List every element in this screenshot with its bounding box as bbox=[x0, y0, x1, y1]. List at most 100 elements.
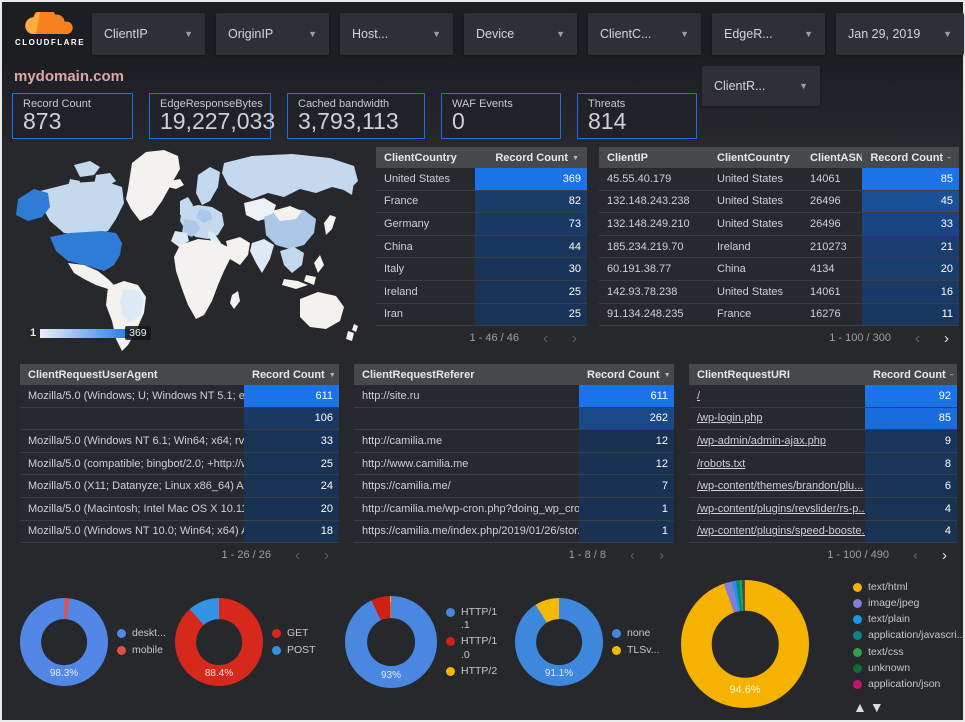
table-row: 60.191.38.77 China 4134 20 bbox=[599, 258, 959, 281]
table-row: http://www.camilia.me 12 bbox=[354, 452, 674, 476]
filter-clientip[interactable]: ClientIP ▼ bbox=[92, 13, 205, 55]
record-count-bar: 12 bbox=[579, 452, 674, 475]
table-row: Mozilla/5.0 (Windows; U; Windows NT 5.1;… bbox=[20, 385, 339, 408]
legend-dot-icon bbox=[612, 645, 621, 655]
filter-device[interactable]: Device ▼ bbox=[464, 13, 577, 55]
table-cell: United States bbox=[384, 172, 451, 185]
donut-content-type[interactable]: 94.6% bbox=[681, 580, 809, 709]
legend-label: HTTP/2 bbox=[461, 664, 498, 677]
filter-edger[interactable]: EdgeR... ▼ bbox=[712, 13, 825, 55]
uri-link[interactable]: /wp-content/themes/brandon/plu... bbox=[697, 480, 864, 493]
table-cell: 14061 bbox=[810, 285, 841, 298]
filter-clientc[interactable]: ClientC... ▼ bbox=[588, 13, 701, 55]
column-header[interactable]: ClientRequestUserAgent bbox=[28, 368, 158, 381]
donut-hole bbox=[711, 611, 779, 678]
legend-item: POST bbox=[272, 644, 324, 657]
table-cell: Mozilla/5.0 (Macintosh; Intel Mac OS X 1… bbox=[28, 502, 244, 515]
uri-link[interactable]: /wp-admin/admin-ajax.php bbox=[697, 434, 827, 447]
table-row: / 92 bbox=[689, 385, 957, 408]
table-cell: http://www.camilia.me bbox=[362, 457, 469, 470]
legend-item: text/html bbox=[853, 581, 965, 594]
table-cell[interactable]: /wp-admin/admin-ajax.php bbox=[689, 430, 865, 452]
uri-link[interactable]: /wp-content/plugins/speed-booste... bbox=[697, 525, 865, 538]
donut-chart-device-type: 98.3% deskt... mobile bbox=[14, 592, 175, 692]
filter-host[interactable]: Host... ▼ bbox=[340, 13, 453, 55]
column-header[interactable]: ClientCountry bbox=[717, 151, 790, 164]
sort-indicator-icon: ▼ bbox=[663, 371, 671, 379]
column-header-label: Record Count bbox=[873, 368, 946, 381]
column-header[interactable]: ClientIP bbox=[607, 151, 648, 164]
column-header[interactable]: ClientCountry bbox=[384, 151, 457, 164]
sort-indicator-icon: – bbox=[949, 371, 954, 379]
legend-label: mobile bbox=[132, 643, 163, 656]
table-request-uri: ClientRequestURI Record Count – / 92/wp-logi… bbox=[689, 364, 957, 567]
legend-label: unknown bbox=[868, 661, 911, 674]
filter-clientrequest[interactable]: ClientR... ▼ bbox=[702, 66, 820, 106]
column-header[interactable]: ClientRequestReferer bbox=[362, 368, 475, 381]
filter-label: Device bbox=[476, 27, 515, 41]
scorecard-value: 814 bbox=[588, 108, 627, 134]
donut-legend: GET POST bbox=[272, 624, 324, 659]
table-cell[interactable]: /robots.txt bbox=[689, 453, 865, 475]
donut-tls-version[interactable]: 91.1% bbox=[515, 598, 603, 686]
table-row: /wp-content/plugins/revslider/rs-p... 4 bbox=[689, 497, 957, 521]
column-header[interactable]: Record Count ▼ bbox=[244, 369, 339, 381]
table-row: 45.55.40.179 United States 14061 85 bbox=[599, 168, 959, 191]
table-row: Mozilla/5.0 (Windows NT 10.0; Win64; x64… bbox=[20, 520, 339, 544]
record-count-bar: 24 bbox=[244, 475, 339, 497]
table-row: United States 369 bbox=[376, 168, 587, 191]
uri-link[interactable]: /robots.txt bbox=[697, 457, 746, 470]
table-cell[interactable]: /wp-content/plugins/speed-booste... bbox=[689, 521, 865, 543]
column-header[interactable]: Record Count ▼ bbox=[579, 369, 674, 381]
table-cell[interactable]: / bbox=[689, 385, 865, 407]
column-header[interactable]: ClientRequestURI bbox=[697, 368, 790, 381]
legend-label: deskt... bbox=[132, 627, 166, 640]
scorecard-label: Cached bandwidth bbox=[298, 98, 390, 110]
legend-pager[interactable]: ▲▼ bbox=[853, 698, 887, 715]
scorecard-value: 3,793,113 bbox=[298, 108, 399, 134]
record-count-bar: 8 bbox=[865, 452, 957, 475]
legend-dot-icon bbox=[272, 645, 281, 655]
table-user-agent: ClientRequestUserAgent Record Count ▼ Mozil… bbox=[20, 364, 339, 567]
table-row: Italy 30 bbox=[376, 258, 587, 281]
geo-map[interactable]: 1 369 bbox=[12, 147, 372, 352]
next-page-icon[interactable]: › bbox=[944, 329, 949, 347]
donut-hole bbox=[196, 619, 242, 665]
date-range-filter[interactable]: Jan 29, 2019 ▼ bbox=[836, 13, 964, 55]
record-count-bar: 21 bbox=[862, 235, 959, 258]
uri-link[interactable]: /wp-content/plugins/revslider/rs-p... bbox=[697, 502, 865, 515]
table-row: Ireland 25 bbox=[376, 280, 587, 304]
scorecard-label: EdgeResponseBytes bbox=[160, 98, 263, 110]
column-header[interactable]: Record Count – bbox=[862, 152, 959, 164]
filter-originip[interactable]: OriginIP ▼ bbox=[216, 13, 329, 55]
donut-device-type[interactable]: 98.3% bbox=[14, 592, 114, 692]
uri-link[interactable]: / bbox=[697, 389, 701, 402]
donut-chart-http-protocol: 93% HTTP/1.1 HTTP/1.0 HTTP/2 bbox=[345, 596, 498, 688]
table-header: ClientRequestUserAgent Record Count ▼ bbox=[20, 364, 339, 385]
table-cell[interactable]: /wp-login.php bbox=[689, 408, 865, 430]
table-cell[interactable]: /wp-content/themes/brandon/plu... bbox=[689, 475, 865, 497]
world-map bbox=[16, 150, 358, 351]
next-page-icon[interactable]: › bbox=[942, 546, 947, 564]
donut-http-protocol[interactable]: 93% bbox=[345, 596, 437, 688]
column-header[interactable]: Record Count ▼ bbox=[475, 152, 587, 164]
scorecard-value: 873 bbox=[23, 108, 62, 134]
table-row: Mozilla/5.0 (compatible; bingbot/2.0; +h… bbox=[20, 452, 339, 476]
scorecard-cached-bandwidth: Cached bandwidth 3,793,113 bbox=[287, 93, 425, 139]
column-header[interactable]: Record Count – bbox=[865, 369, 957, 381]
donut-chart-tls-version: 91.1% none TLSv... bbox=[515, 598, 668, 686]
logo-wordmark: CLOUDFLARE bbox=[14, 38, 86, 47]
donut-http-method[interactable]: 88.4% bbox=[175, 598, 263, 686]
table-cell: 132.148.243.238 bbox=[607, 195, 690, 208]
column-header[interactable]: ClientASN bbox=[810, 151, 862, 164]
scorecard-row: Record Count 873 EdgeResponseBytes 19,227,0… bbox=[12, 93, 697, 139]
table-cell: Ireland bbox=[717, 240, 751, 253]
table-row: /wp-login.php 85 bbox=[689, 407, 957, 431]
table-cell[interactable]: /wp-content/plugins/revslider/rs-p... bbox=[689, 498, 865, 520]
legend-dot-icon bbox=[853, 647, 862, 657]
table-pagination: 1 - 100 / 490 ‹ › bbox=[689, 543, 957, 567]
pagination-label: 1 - 46 / 46 bbox=[469, 332, 519, 345]
legend-dot-icon bbox=[853, 679, 862, 689]
pagination-label: 1 - 100 / 490 bbox=[827, 549, 889, 562]
uri-link[interactable]: /wp-login.php bbox=[697, 412, 763, 425]
